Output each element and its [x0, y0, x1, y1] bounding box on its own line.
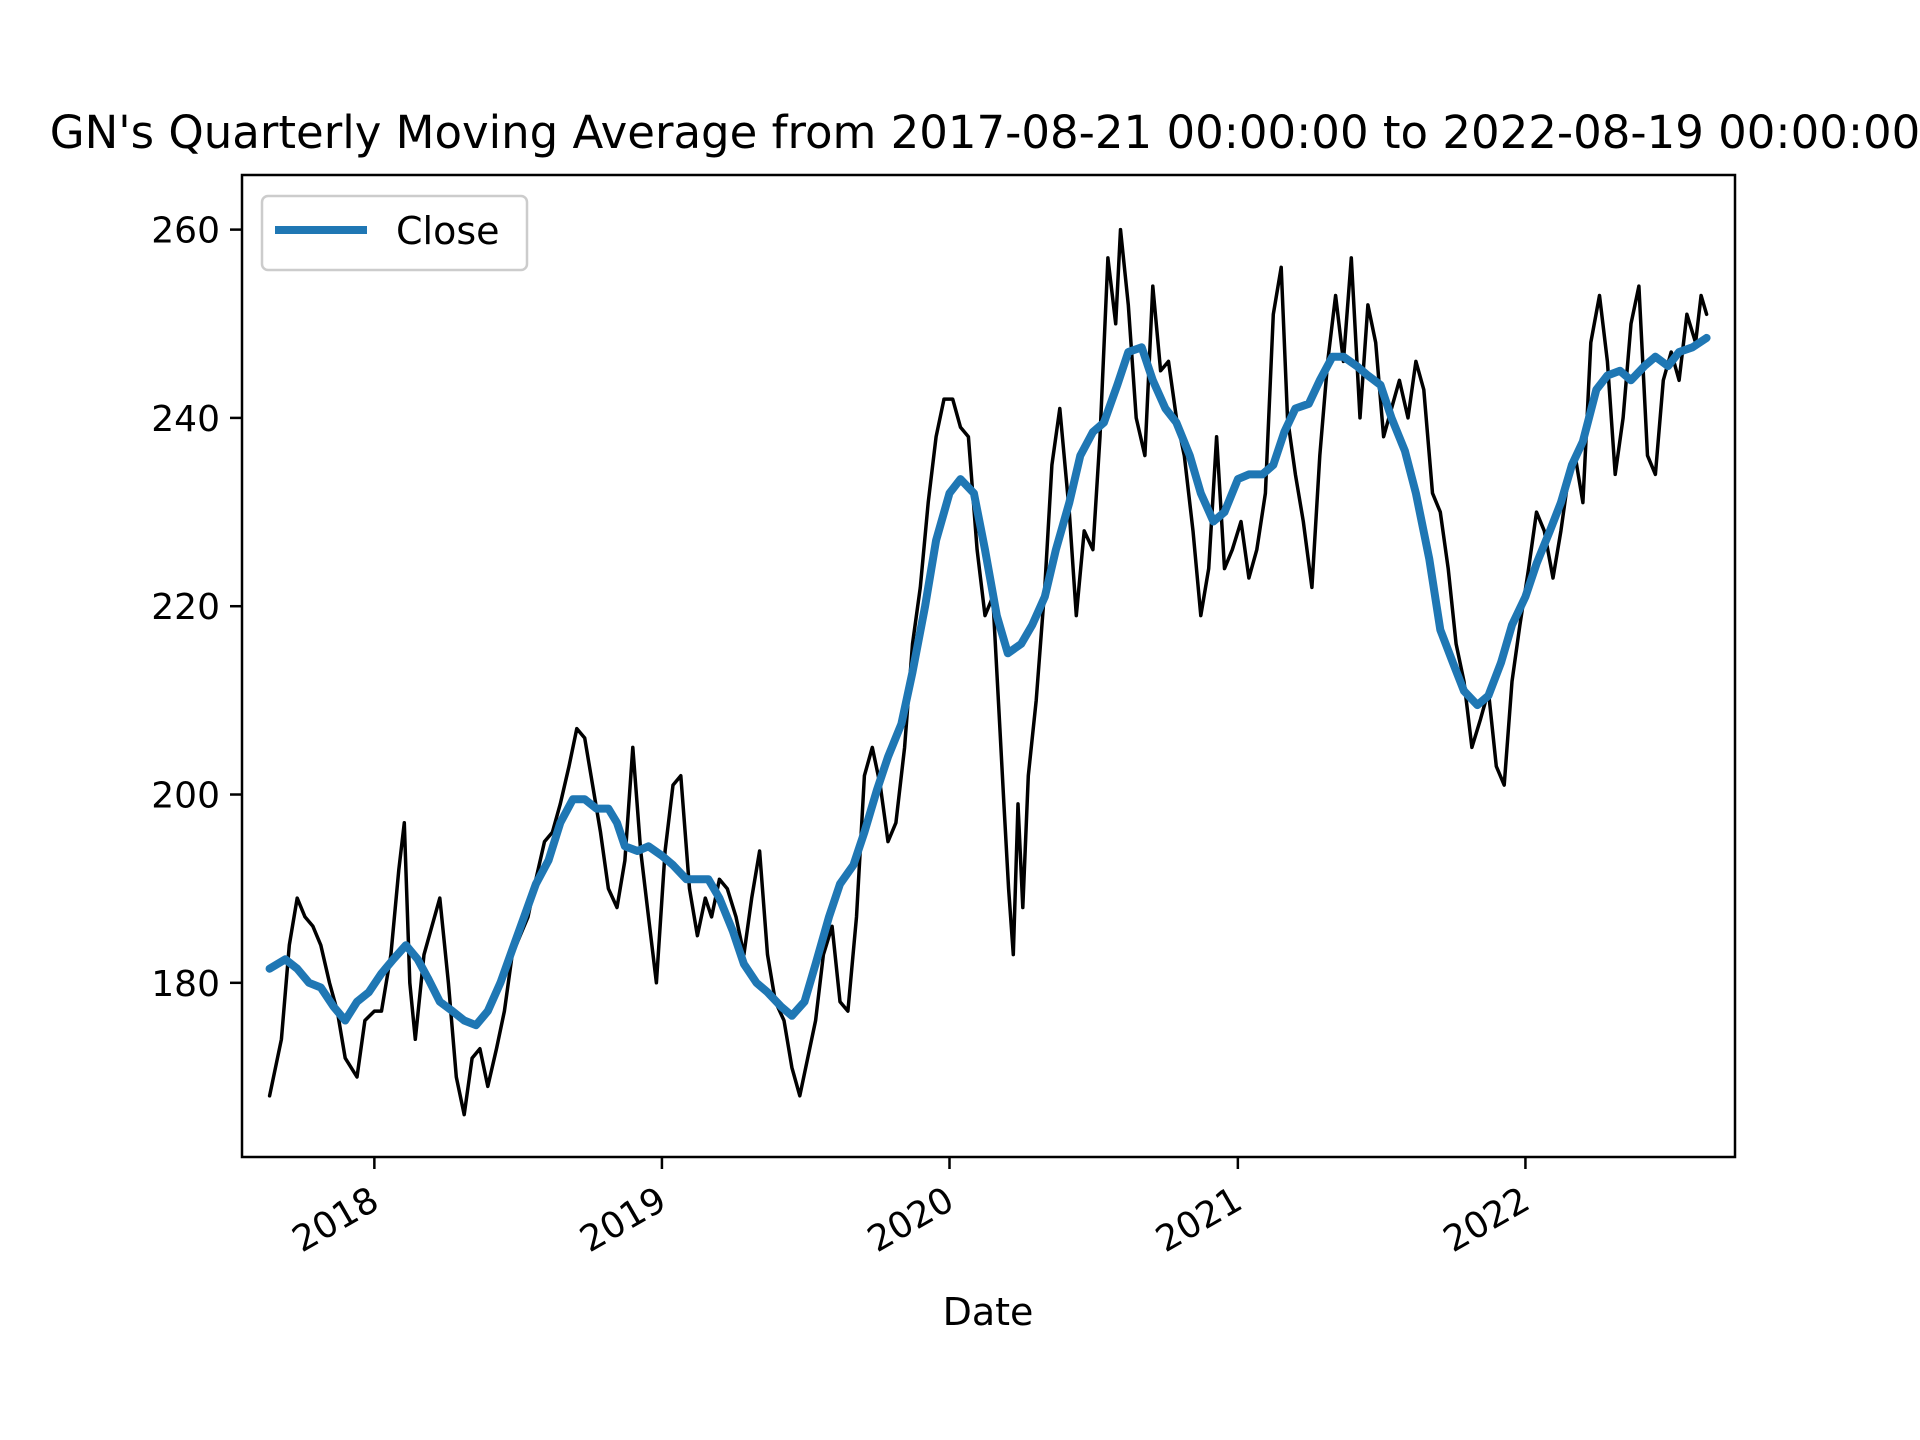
price-line	[267, 227, 1709, 1117]
y-tick-label: 240	[151, 399, 220, 440]
legend-entry-label: Close	[396, 209, 500, 253]
y-tick-label: 200	[151, 776, 220, 817]
y-tick-label: 260	[151, 211, 220, 252]
x-tick-label: 2020	[861, 1179, 961, 1260]
y-tick-label: 180	[151, 964, 220, 1005]
y-axis: 180 200 220 240 260	[151, 211, 242, 1005]
y-tick-label: 220	[151, 587, 220, 628]
x-axis-label: Date	[943, 1290, 1034, 1334]
chart-title: GN's Quarterly Moving Average from 2017-…	[50, 106, 1920, 159]
moving-average-line	[265, 333, 1711, 1030]
x-tick-label: 2022	[1437, 1179, 1537, 1260]
x-tick-label: 2021	[1149, 1179, 1249, 1260]
x-tick-label: 2019	[573, 1179, 673, 1260]
plot-frame	[240, 173, 1737, 1159]
x-tick-label: 2018	[286, 1179, 386, 1260]
legend: Close	[260, 194, 529, 272]
plot-area	[265, 227, 1711, 1117]
legend-box	[260, 194, 529, 272]
x-axis: 2018 2019 2020 2021 2022	[286, 1157, 1537, 1261]
